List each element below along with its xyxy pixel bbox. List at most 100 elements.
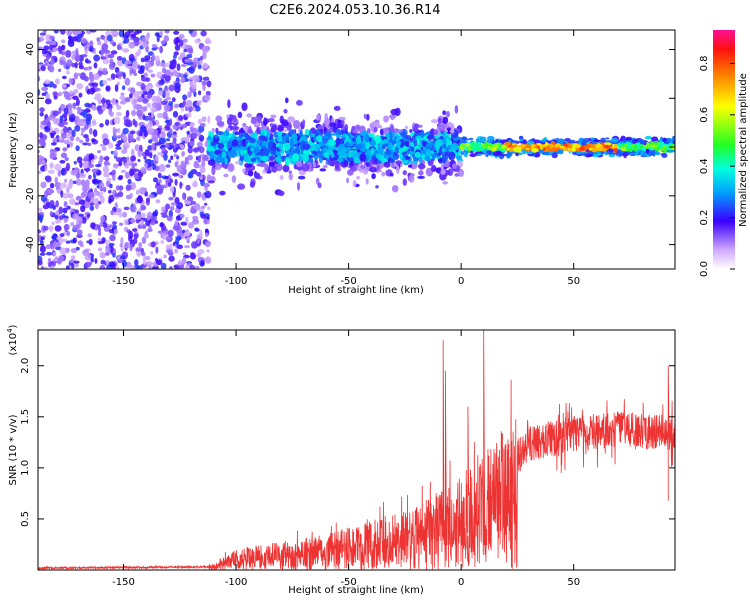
heatmap-cell xyxy=(487,142,492,146)
heatmap-cell xyxy=(145,256,151,261)
heatmap-cell xyxy=(145,261,153,266)
heatmap-cell xyxy=(49,182,55,189)
heatmap-cell xyxy=(568,139,576,143)
heatmap-cell xyxy=(134,103,141,111)
heatmap-cell xyxy=(163,254,167,259)
heatmap-cell xyxy=(379,128,384,136)
colorbar-tick-label: 0.6 xyxy=(699,107,710,123)
heatmap-cell xyxy=(302,150,309,154)
heatmap-cell xyxy=(126,184,132,191)
heatmap-cell xyxy=(40,34,44,42)
heatmap-cell xyxy=(148,127,155,134)
heatmap-cell xyxy=(276,163,283,172)
heatmap-cell xyxy=(247,163,253,168)
heatmap-cell xyxy=(106,77,113,81)
heatmap-cell xyxy=(165,203,171,210)
heatmap-cell xyxy=(91,138,96,143)
heatmap-cell xyxy=(96,37,101,42)
heatmap-cell xyxy=(122,72,126,79)
heatmap-cell xyxy=(603,144,610,149)
heatmap-cell xyxy=(187,196,194,202)
heatmap-cell xyxy=(158,179,162,184)
heatmap-region-noise xyxy=(38,30,212,269)
heatmap-cell xyxy=(90,256,94,263)
heatmap-cell xyxy=(256,126,261,135)
heatmap-cell xyxy=(480,137,487,143)
heatmap-cell xyxy=(75,178,82,186)
heatmap-cell xyxy=(54,225,62,232)
heatmap-cell xyxy=(116,265,120,269)
heatmap-cell xyxy=(88,153,95,161)
heatmap-cell xyxy=(209,150,214,159)
heatmap-cell xyxy=(534,152,541,158)
heatmap-cell xyxy=(71,262,75,269)
heatmap-cell xyxy=(130,218,136,224)
heatmap-cell xyxy=(173,103,179,109)
heatmap-cell xyxy=(72,213,79,220)
heatmap-cell xyxy=(392,128,400,134)
heatmap-cell xyxy=(114,66,120,74)
heatmap-cell xyxy=(281,119,289,127)
heatmap-cell xyxy=(183,231,191,237)
heatmap-cell xyxy=(119,95,126,101)
heatmap-cell xyxy=(182,257,187,265)
heatmap-cell xyxy=(52,117,60,125)
heatmap-cell xyxy=(58,107,62,115)
heatmap-cell xyxy=(196,141,203,148)
heatmap-cell xyxy=(461,142,467,146)
heatmap-cell xyxy=(85,185,90,191)
heatmap-cell xyxy=(521,149,527,155)
heatmap-cell xyxy=(63,217,67,224)
snr-y-scale-base: (x10 xyxy=(8,333,19,356)
heatmap-cell xyxy=(323,135,328,139)
heatmap-cell xyxy=(485,154,489,157)
heatmap-cell xyxy=(79,172,86,179)
heatmap-cell xyxy=(604,142,612,146)
heatmap-cell xyxy=(205,232,209,237)
heatmap-cell xyxy=(151,53,155,62)
heatmap-cell xyxy=(333,105,341,111)
heatmap-cell xyxy=(160,212,168,216)
heatmap-cell xyxy=(277,155,282,165)
heatmap-cell xyxy=(204,186,208,191)
heatmap-cell xyxy=(151,110,154,118)
heatmap-cell xyxy=(62,207,68,214)
heatmap-cell xyxy=(99,264,106,269)
heatmap-cell xyxy=(91,104,97,111)
heatmap-cell xyxy=(605,137,610,140)
heatmap-cell xyxy=(163,87,169,91)
heatmap-cell xyxy=(590,142,597,145)
heatmap-cell xyxy=(48,261,52,268)
heatmap-cell xyxy=(195,265,200,269)
heatmap-cell xyxy=(47,169,55,174)
heatmap-cell xyxy=(76,229,83,236)
heatmap-cell xyxy=(109,183,113,189)
heatmap-cell xyxy=(121,85,126,91)
heatmap-cell xyxy=(61,167,65,176)
heatmap-cell xyxy=(263,147,270,155)
heatmap-cell xyxy=(150,73,156,78)
heatmap-cell xyxy=(119,243,123,248)
heatmap-cell xyxy=(398,147,405,153)
heatmap-cell xyxy=(116,44,122,51)
heatmap-cell xyxy=(61,44,65,50)
heatmap-cell xyxy=(52,251,57,257)
heatmap-cell xyxy=(356,124,361,130)
heatmap-cell xyxy=(122,34,130,39)
heatmap-cell xyxy=(131,163,135,169)
heatmap-cell xyxy=(124,161,130,169)
heatmap-cell xyxy=(78,65,84,70)
heatmap-cell xyxy=(180,107,185,112)
heatmap-cell xyxy=(224,157,228,165)
heatmap-cell xyxy=(355,136,362,145)
heatmap-cell xyxy=(141,236,147,244)
heatmap-cell xyxy=(226,117,233,126)
heatmap-cell xyxy=(144,158,152,165)
heatmap-cell xyxy=(179,181,183,189)
heatmap-cell xyxy=(62,192,68,199)
heatmap-cell xyxy=(85,117,91,126)
heatmap-cell xyxy=(185,200,192,205)
heatmap-cell xyxy=(146,228,153,232)
heatmap-cell xyxy=(202,76,210,81)
heatmap-cell xyxy=(178,174,182,179)
